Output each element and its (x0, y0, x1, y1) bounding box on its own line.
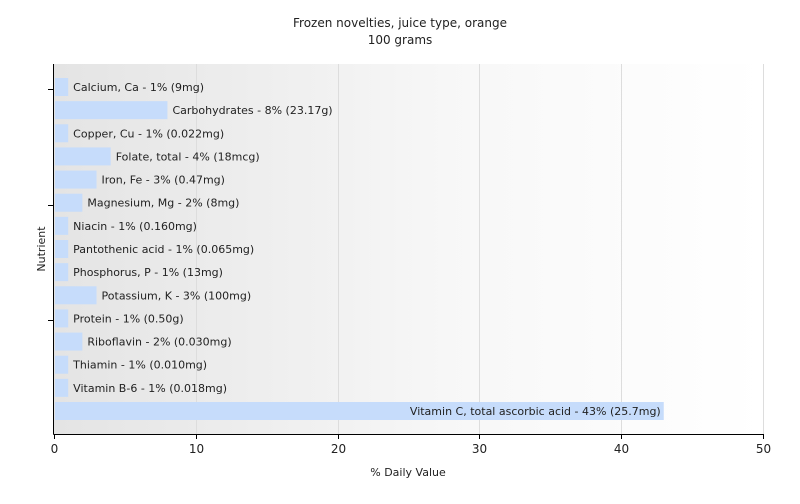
bars (55, 78, 664, 420)
chart-title: Frozen novelties, juice type, orange (293, 16, 507, 30)
bar-8 (55, 263, 69, 282)
bar-label-10: Protein - 1% (0.50g) (73, 312, 184, 325)
bar-5 (55, 193, 83, 212)
bar-0 (55, 78, 69, 96)
bar-label-13: Vitamin B-6 - 1% (0.018mg) (73, 382, 227, 395)
bar-2 (55, 124, 69, 143)
bar-label-8: Phosphorus, P - 1% (13mg) (73, 266, 223, 279)
y-axis-label: Nutrient (35, 226, 48, 272)
bar-label-7: Pantothenic acid - 1% (0.065mg) (73, 243, 254, 256)
x-tick-label-0: 0 (51, 442, 59, 456)
bar-7 (55, 240, 69, 258)
bar-label-12: Thiamin - 1% (0.010mg) (72, 359, 207, 372)
bar-label-9: Potassium, K - 3% (100mg) (102, 289, 252, 302)
axes: 0 10 20 30 40 50 (48, 64, 771, 456)
bar-label-1: Carbohydrates - 8% (23.17g) (172, 104, 332, 117)
bar-label-4: Iron, Fe - 3% (0.47mg) (102, 174, 225, 187)
bar-label-5: Magnesium, Mg - 2% (8mg) (87, 197, 239, 210)
bar-9 (55, 286, 97, 305)
bar-label-11: Riboflavin - 2% (0.030mg) (87, 336, 231, 349)
bar-11 (55, 332, 83, 351)
bar-label-2: Copper, Cu - 1% (0.022mg) (73, 127, 224, 140)
x-axis-label: % Daily Value (370, 466, 446, 479)
plot-area (54, 64, 763, 434)
x-tick-label-4: 40 (614, 442, 629, 456)
bar-label-14: Vitamin C, total ascorbic acid - 43% (25… (410, 405, 661, 418)
x-tick-label-2: 20 (331, 442, 346, 456)
bar-6 (55, 216, 69, 235)
grid-lines (196, 64, 764, 434)
bar-1 (55, 101, 168, 120)
bar-4 (55, 170, 97, 189)
bar-label-0: Calcium, Ca - 1% (9mg) (73, 81, 204, 94)
x-tick-label-1: 10 (189, 442, 204, 456)
bar-10 (55, 309, 69, 328)
bar-12 (55, 355, 69, 374)
bar-label-3: Folate, total - 4% (18mcg) (116, 150, 260, 163)
bar-label-6: Niacin - 1% (0.160mg) (73, 220, 197, 233)
bar-labels: Calcium, Ca - 1% (9mg) Carbohydrates - 8%… (72, 81, 661, 418)
bar-14 (55, 402, 664, 420)
x-tick-label-5: 50 (756, 442, 771, 456)
x-tick-label-3: 30 (472, 442, 487, 456)
chart-subtitle: 100 grams (368, 33, 433, 47)
bar-13 (55, 378, 69, 397)
bar-3 (55, 147, 111, 166)
